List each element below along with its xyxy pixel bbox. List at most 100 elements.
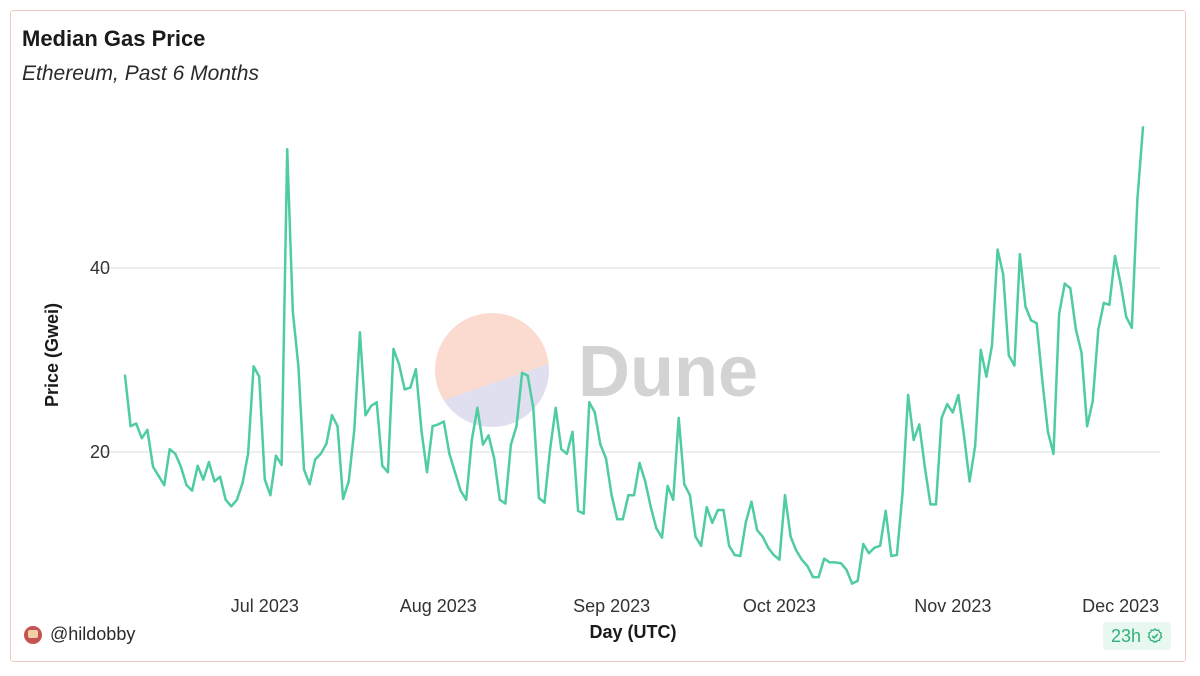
data-point (683, 483, 686, 486)
data-point (1102, 301, 1106, 305)
data-point (699, 544, 703, 547)
data-point (996, 248, 999, 251)
data-point (649, 506, 652, 509)
chart-subtitle: Ethereum, Past 6 Months (22, 62, 259, 85)
data-point (1125, 315, 1128, 318)
data-point (554, 406, 557, 409)
author-handle: @hildobby (50, 624, 136, 644)
data-point (750, 500, 753, 503)
data-point (1069, 287, 1072, 290)
data-point (593, 411, 596, 414)
data-point (1024, 305, 1027, 308)
chart-card (10, 10, 1186, 662)
data-point (806, 564, 809, 568)
data-point (246, 452, 250, 455)
data-point (1130, 326, 1134, 329)
data-point (375, 401, 378, 404)
data-point (666, 484, 669, 488)
data-point (526, 374, 529, 377)
data-point (263, 478, 266, 481)
data-point (783, 494, 787, 497)
data-point (319, 452, 322, 455)
data-point (1097, 328, 1100, 331)
data-point (347, 480, 350, 483)
data-point (392, 347, 395, 351)
data-point (834, 561, 837, 564)
data-point (610, 494, 613, 497)
data-point (218, 475, 222, 478)
data-point (190, 489, 194, 492)
data-point (772, 553, 775, 557)
data-point (1119, 282, 1122, 285)
data-point (962, 434, 966, 437)
data-point (308, 483, 311, 486)
data-point (140, 437, 143, 440)
data-point (850, 582, 854, 585)
data-point (811, 575, 815, 579)
data-point (548, 448, 552, 451)
data-point (163, 483, 166, 487)
author-link[interactable]: @hildobby (24, 624, 135, 645)
data-point (1074, 328, 1078, 331)
data-point (314, 458, 317, 461)
data-point (1113, 254, 1117, 258)
data-point (224, 498, 227, 501)
x-tick-label: Aug 2023 (400, 596, 477, 616)
x-axis-label: Day (UTC) (589, 622, 676, 642)
data-point (951, 411, 954, 414)
y-tick-label: 20 (90, 442, 110, 462)
data-point (957, 393, 960, 397)
data-point (330, 414, 334, 417)
data-point (481, 443, 485, 446)
data-point (705, 506, 708, 509)
data-point (761, 535, 764, 538)
data-point (465, 498, 468, 501)
x-tick-label: Dec 2023 (1082, 596, 1159, 616)
data-point (632, 494, 636, 497)
data-point (1046, 430, 1050, 433)
data-point (638, 461, 641, 465)
data-point (744, 520, 748, 524)
data-point (979, 348, 982, 352)
data-point (146, 428, 149, 432)
series-group (123, 126, 1145, 585)
data-point (1052, 452, 1055, 455)
data-point (274, 454, 278, 457)
data-point (442, 420, 445, 423)
data-point (974, 444, 977, 447)
data-point (1080, 351, 1083, 354)
chart-title: Median Gas Price (22, 26, 206, 51)
data-point (202, 478, 205, 481)
data-point (677, 416, 680, 420)
data-point (269, 494, 272, 497)
data-point (599, 443, 602, 446)
data-point (565, 452, 569, 455)
data-point (968, 480, 971, 483)
data-point (241, 482, 244, 485)
data-point (515, 425, 518, 428)
data-point (364, 414, 367, 417)
data-point (1085, 425, 1089, 428)
y-axis-label: Price (Gwei) (42, 303, 62, 407)
data-point (828, 561, 831, 564)
data-point (129, 425, 132, 428)
data-point (196, 464, 199, 467)
data-point (1041, 379, 1044, 382)
data-point (476, 406, 479, 409)
data-point (795, 549, 798, 552)
data-point (437, 423, 440, 426)
data-point (912, 438, 915, 442)
data-point (151, 465, 155, 468)
data-point (453, 471, 457, 474)
data-point (644, 480, 647, 483)
data-point (291, 310, 294, 313)
data-point (733, 553, 736, 557)
refresh-badge[interactable]: 23h (1103, 622, 1172, 650)
avatar (24, 625, 42, 644)
data-point (409, 386, 412, 389)
refresh-interval: 23h (1111, 625, 1142, 646)
data-point (778, 558, 781, 561)
data-point (386, 471, 390, 474)
data-point (627, 494, 630, 497)
